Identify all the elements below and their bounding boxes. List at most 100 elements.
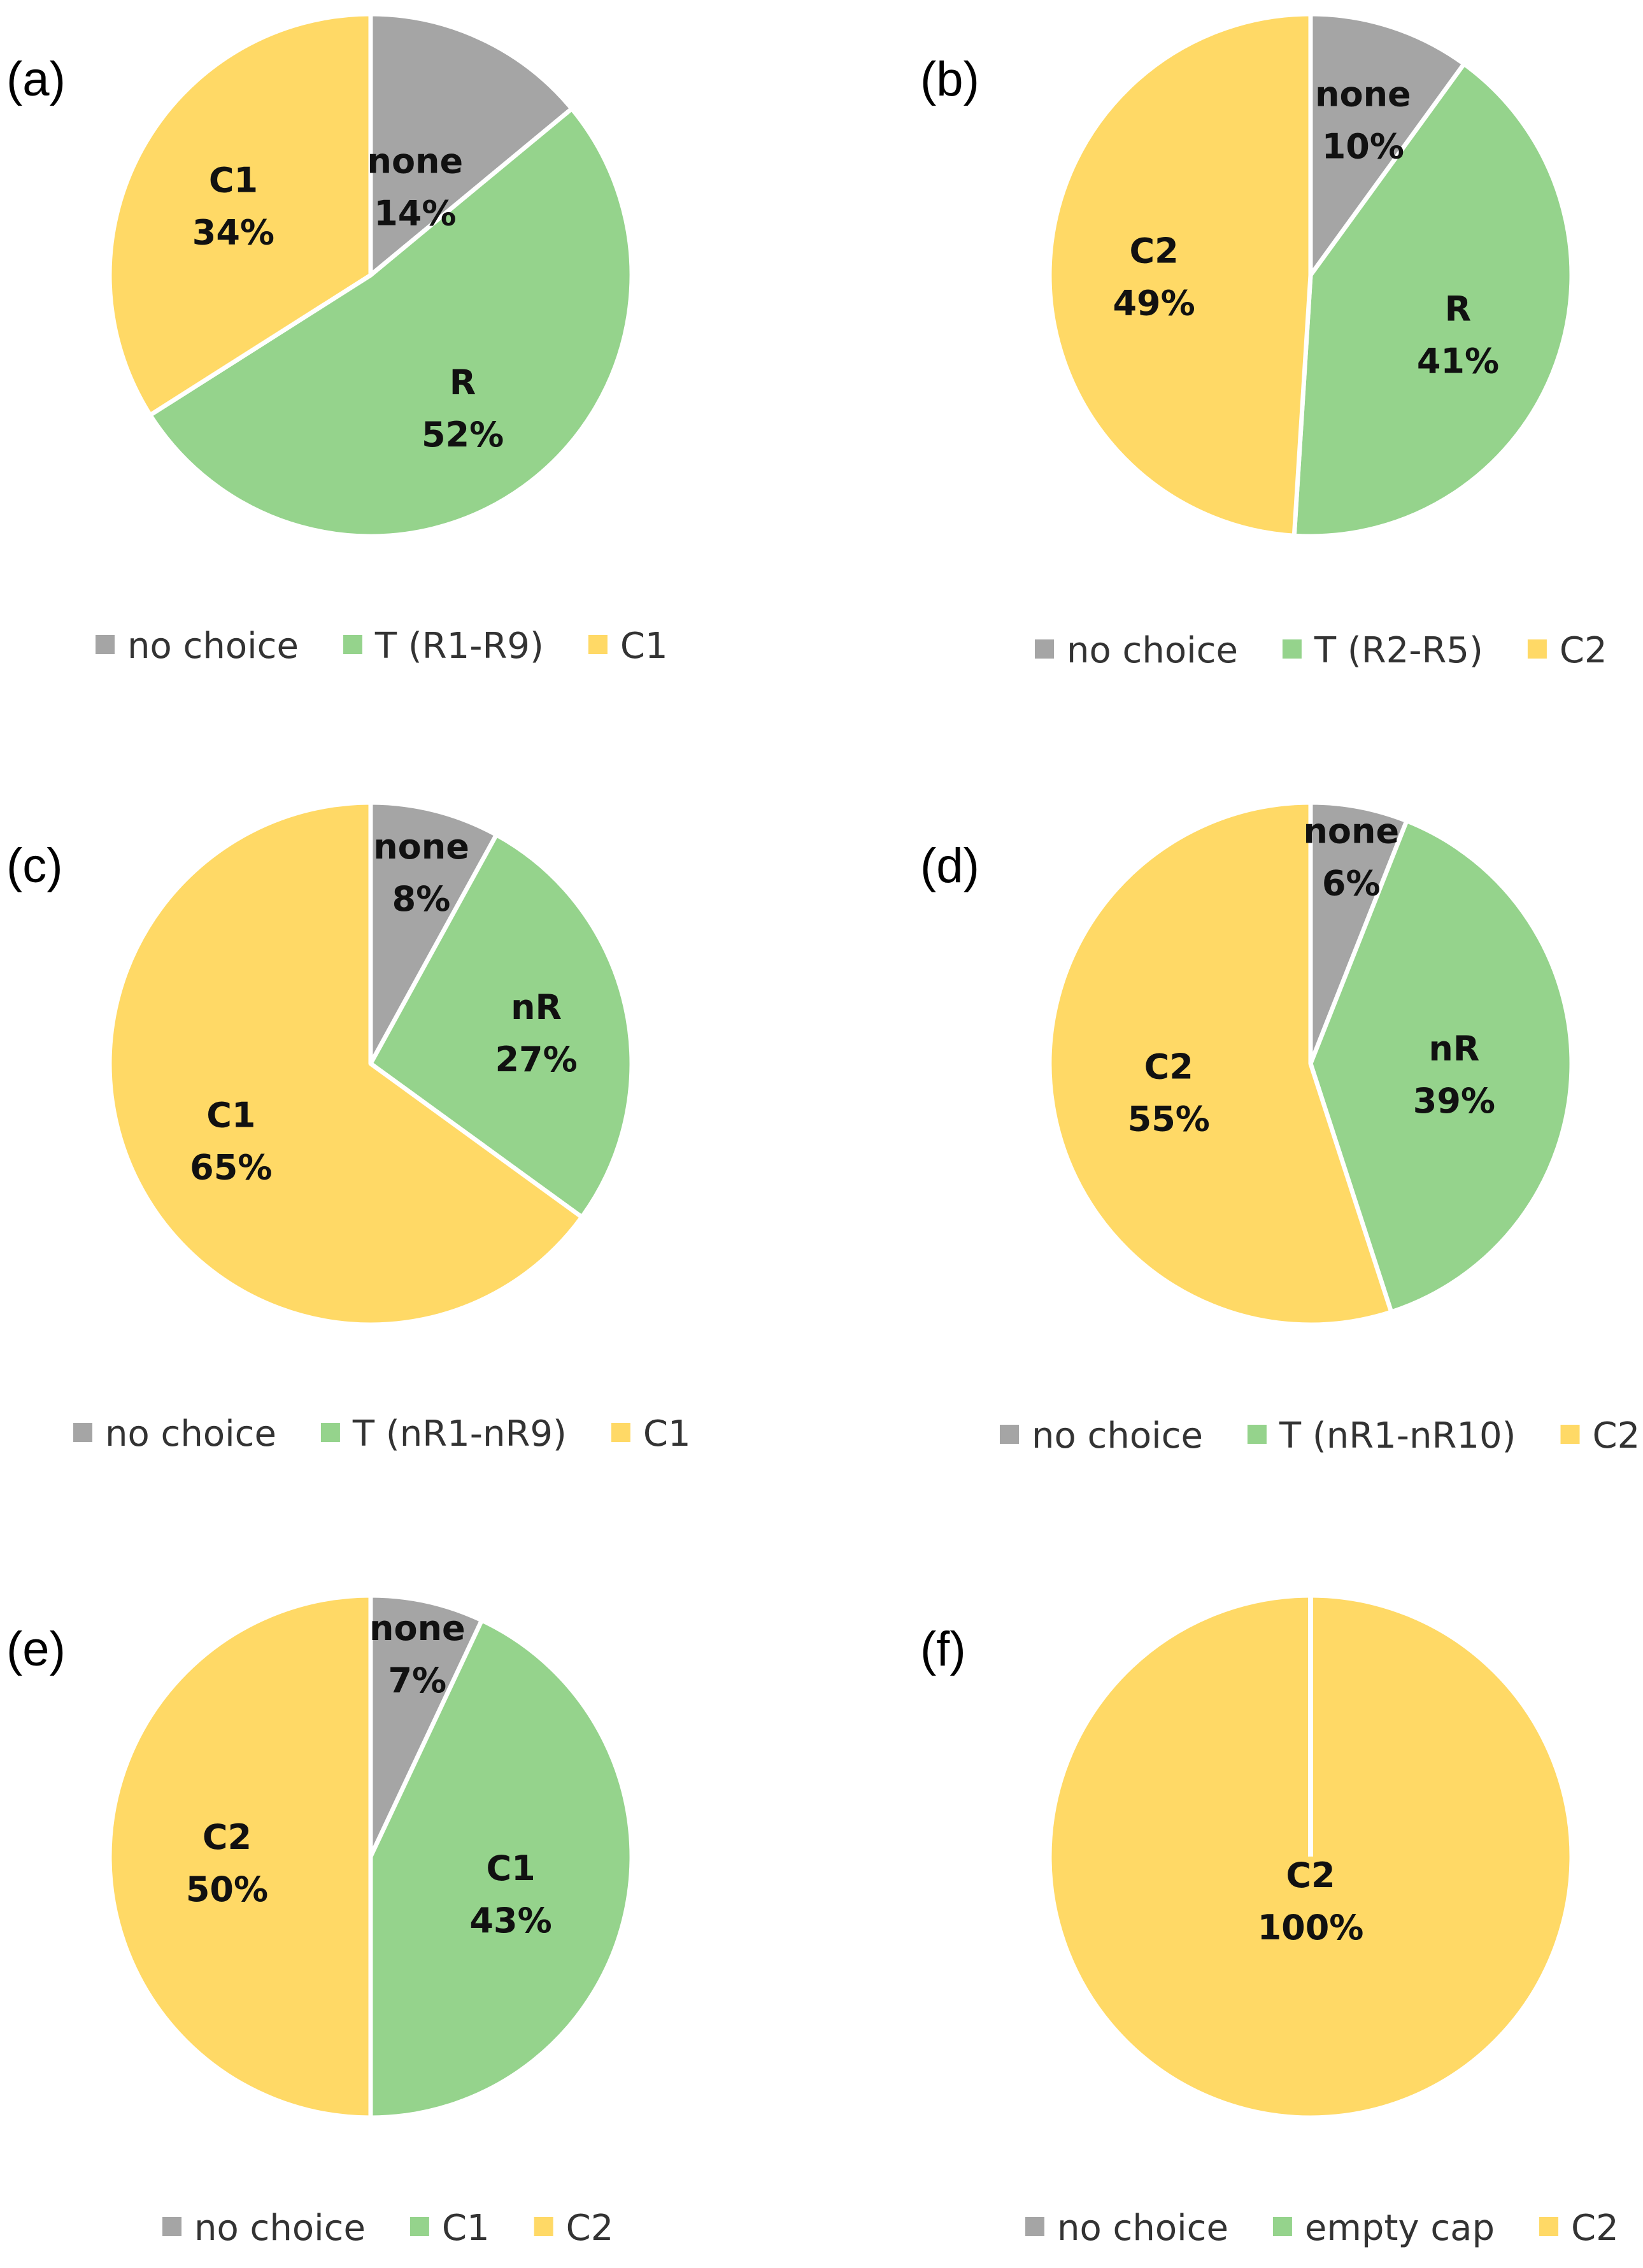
slice-label-c-c1: C1 [206,1095,255,1136]
legend-c: no choice T (nR1-nR9) C1 [73,1413,691,1455]
pie-slice-a-r [148,106,634,539]
slice-percent-b-r: 41% [1417,341,1499,381]
legend-swatch-e-0 [162,2217,181,2236]
legend-swatch-c-2 [611,1423,630,1442]
legend-swatch-d-2 [1560,1425,1580,1444]
legend-swatch-c-0 [73,1423,92,1442]
slice-label-e-none: none [369,1608,466,1648]
legend-label-f-1: empty cap [1305,2207,1495,2249]
pie-slice-b-c2 [1047,11,1313,538]
pie-slices-a [107,11,634,539]
legend-label-b-1: T (R2-R5) [1314,630,1483,671]
pie-slice-c-none [368,800,499,1066]
slice-label-c-none: none [373,827,469,867]
slice-percent-d-c2: 55% [1128,1099,1210,1139]
panel-letter-e: (e) [6,1622,66,1676]
legend-label-f-0: no choice [1057,2207,1228,2249]
slice-label-e-c1: C1 [486,1848,535,1888]
panel-letter-d: (d) [920,839,979,893]
slice-percent-e-none: 7% [388,1660,446,1701]
slice-percent-b-none: 10% [1322,127,1404,167]
legend-swatch-a-2 [588,635,608,654]
pie-slice-a-none [368,11,574,278]
slice-label-a-none: none [367,141,464,182]
slice-percent-a-c1: 34% [192,212,274,252]
legend-swatch-e-2 [534,2217,553,2236]
legend-label-b-0: no choice [1067,630,1238,671]
pie-slice-e-c1 [368,1618,634,2120]
slice-label-d-c2: C2 [1144,1046,1193,1087]
legend-f: no choice empty cap C2 [1025,2207,1619,2249]
legend-swatch-b-1 [1282,639,1302,659]
legend-swatch-c-1 [320,1423,340,1442]
legend-swatch-f-0 [1025,2217,1044,2236]
panel-letter-a: (a) [6,52,66,106]
slice-percent-a-none: 14% [374,194,456,234]
slice-label-a-c1: C1 [209,160,258,200]
slice-label-d-nr: nR [1428,1029,1479,1069]
legend-label-c-2: C1 [643,1413,691,1455]
pie-slice-b-none [1308,11,1467,278]
slice-percent-d-none: 6% [1322,864,1381,904]
panel-letter-c: (c) [6,839,63,893]
pie-slice-c-nr [368,832,634,1220]
slice-label-f-c2: C2 [1286,1855,1335,1895]
pie-panel-d: (d) none 6% nR 39% C2 55% no choice T (nR1-nR10)… [920,800,1640,1457]
legend-label-d-0: no choice [1032,1415,1203,1457]
pie-panel-a: (a) none 14% R 52% C1 34% no choice T (R1-R9) C1 [6,11,668,667]
pie-slice-c-c1 [107,800,585,1327]
pie-slices-c [107,800,634,1327]
slice-percent-c-none: 8% [392,879,451,919]
slice-percent-c-c1: 65% [190,1148,272,1188]
legend-label-a-2: C1 [620,625,668,667]
legend-label-e-0: no choice [194,2207,366,2249]
pie-slice-e-c2 [107,1593,373,2120]
pie-slices-d [1047,800,1574,1327]
legend-label-b-2: C2 [1560,630,1607,671]
legend-swatch-d-1 [1247,1425,1267,1444]
legend-swatch-a-0 [96,635,115,654]
legend-swatch-b-2 [1527,639,1547,659]
legend-label-c-0: no choice [105,1413,276,1455]
legend-swatch-f-2 [1539,2217,1559,2236]
legend-e: no choice C1 C2 [162,2207,613,2249]
legend-label-e-2: C2 [566,2207,614,2249]
slice-label-a-r: R [450,362,476,403]
pie-slices-b [1047,11,1574,539]
slice-label-b-r: R [1445,289,1472,329]
slice-label-d-none: none [1303,811,1399,852]
legend-label-d-1: T (nR1-nR10) [1279,1415,1516,1457]
legend-label-c-1: T (nR1-nR9) [352,1413,567,1455]
slice-label-b-none: none [1315,75,1411,115]
legend-label-a-1: T (R1-R9) [374,625,544,667]
legend-label-d-2: C2 [1593,1415,1640,1457]
slice-percent-e-c1: 43% [469,1901,551,1941]
legend-swatch-a-1 [343,635,362,654]
slice-percent-e-c2: 50% [186,1869,268,1909]
legend-label-f-2: C2 [1571,2207,1619,2249]
slice-percent-b-c2: 49% [1113,283,1195,323]
slice-percent-d-nr: 39% [1413,1081,1495,1121]
legend-label-a-0: no choice [127,625,299,667]
pie-panel-b: (b) none 10% R 41% C2 49% no choice T (R2-R5) C2 [920,11,1607,671]
pie-slice-a-c1 [107,11,373,418]
slice-label-e-c2: C2 [203,1817,252,1857]
slice-percent-f-c2: 100% [1258,1908,1364,1948]
pie-panel-e: (e) none 7% C1 43% C2 50% no choice C1 C2 [6,1593,634,2249]
legend-d: no choice T (nR1-nR10) C2 [1000,1415,1640,1457]
legend-swatch-f-1 [1272,2217,1292,2236]
legend-b: no choice T (R2-R5) C2 [1035,630,1607,671]
legend-swatch-e-1 [409,2217,429,2236]
legend-label-e-1: C1 [442,2207,490,2249]
legend-swatch-b-0 [1035,639,1054,659]
pie-slice-e-none [368,1593,485,1859]
pie-panel-f: (f) C2 100% no choice empty cap C2 [920,1593,1619,2249]
pie-slice-b-r [1291,61,1574,539]
pie-slice-d-c2 [1047,800,1394,1327]
legend-swatch-d-0 [1000,1425,1019,1444]
pie-slices-e [107,1593,634,2120]
slice-label-c-nr: nR [511,987,562,1027]
slice-label-b-c2: C2 [1130,231,1179,271]
slice-percent-c-nr: 27% [495,1039,577,1080]
